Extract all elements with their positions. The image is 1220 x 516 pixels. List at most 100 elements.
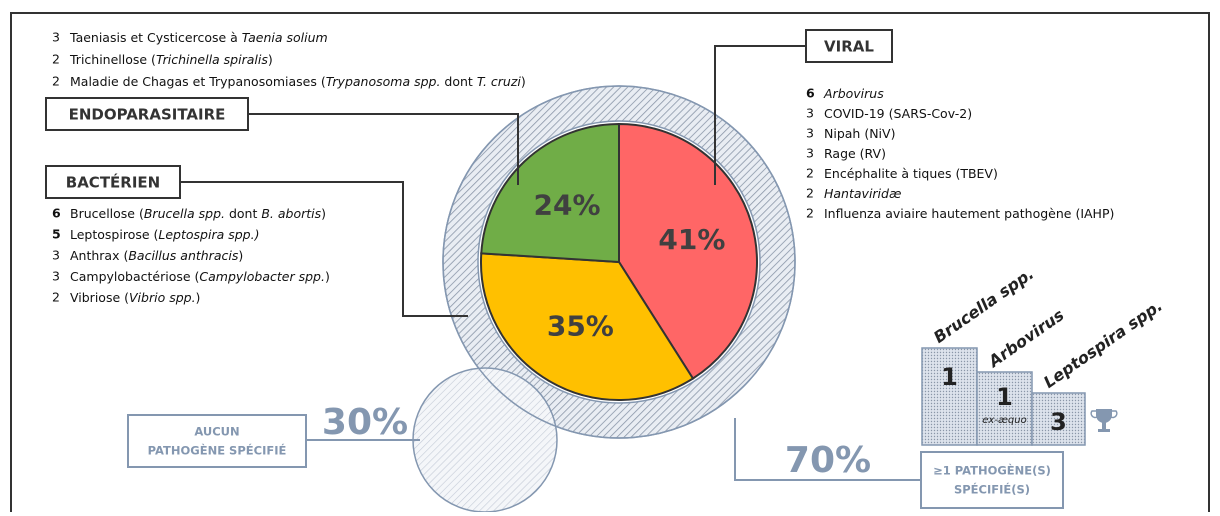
category-label: BACTÉRIEN	[66, 173, 160, 192]
slice-label: 35%	[547, 309, 614, 342]
group-value: 70%	[785, 440, 871, 481]
list-item: Vibriose (Vibrio spp.)	[70, 290, 200, 305]
list-text: )	[521, 74, 526, 89]
list-item: Campylobactériose (Campylobacter spp.)	[70, 269, 330, 284]
list-text: Encéphalite à tiques (TBEV)	[824, 166, 998, 181]
list-item: Influenza aviaire hautement pathogène (I…	[824, 206, 1114, 221]
list-item: Taeniasis et Cysticercose à Taenia soliu…	[69, 30, 328, 45]
list-text: Rage (RV)	[824, 146, 886, 161]
list-text: Taeniasis et Cysticercose à	[69, 30, 242, 45]
list-count: 3	[52, 248, 60, 263]
list-count: 2	[806, 166, 814, 181]
list-text: )	[268, 52, 273, 67]
list-count: 2	[52, 74, 60, 89]
podium-block	[976, 371, 1033, 446]
group-label: AUCUN	[194, 425, 239, 439]
list-count: 3	[806, 106, 814, 121]
list-text: Campylobactériose (	[70, 269, 199, 284]
category-label: ENDOPARASITAIRE	[69, 106, 226, 124]
podium-block	[921, 347, 978, 446]
category-box	[45, 97, 249, 131]
podium-block	[1031, 392, 1086, 446]
list-item: Arbovirus	[823, 86, 884, 101]
podium-rank: 1	[941, 363, 958, 391]
list-text: Bacillus anthracis	[128, 248, 238, 263]
list-text: )	[196, 290, 201, 305]
list-item: Hantaviridæ	[824, 186, 901, 201]
chart-area	[412, 85, 796, 512]
leader-line	[734, 418, 921, 481]
list-text: Brucellose (	[70, 206, 144, 221]
list-item: COVID-19 (SARS-Cov-2)	[824, 106, 972, 121]
list-item: Maladie de Chagas et Trypanosomiases (Tr…	[70, 74, 526, 89]
list-count: 3	[52, 30, 60, 45]
list-item: Leptospirose (Leptospira spp.)	[70, 227, 259, 242]
category-box	[45, 165, 181, 199]
list-text: B. abortis	[261, 206, 321, 221]
list-text: Leptospirose (	[70, 227, 158, 242]
list-item: Encéphalite à tiques (TBEV)	[824, 166, 998, 181]
list-text: Vibrio spp.	[129, 290, 196, 305]
list-text: dont	[440, 74, 476, 89]
list-text: )	[321, 206, 326, 221]
podium-rank: 1	[996, 383, 1013, 411]
list-count: 6	[806, 86, 815, 101]
group-value: 30%	[322, 402, 408, 443]
group-label: SPÉCIFIÉ(S)	[954, 482, 1030, 497]
list-text: Nipah (NiV)	[824, 126, 895, 141]
pie-slice	[480, 122, 620, 264]
list-count: 2	[52, 52, 60, 67]
list-text: Hantaviridæ	[824, 186, 901, 201]
slice-label: 41%	[658, 223, 725, 256]
category-box	[805, 29, 893, 63]
pie-slice	[480, 252, 695, 401]
list-text: )	[325, 269, 330, 284]
frame	[10, 12, 1210, 512]
outer-ring	[442, 85, 796, 439]
list-text: Trichinella spiralis	[156, 52, 268, 67]
group-label: PATHOGÈNE SPÉCIFIÉ	[148, 443, 287, 458]
list-count: 6	[52, 206, 61, 221]
list-text: Influenza aviaire hautement pathogène (I…	[824, 206, 1114, 221]
list-text: Trichinellose (	[69, 52, 156, 67]
list-text: Maladie de Chagas et Trypanosomiases (	[70, 74, 326, 89]
list-count: 3	[806, 126, 814, 141]
category-label: VIRAL	[824, 38, 874, 56]
trophy-icon	[1090, 409, 1118, 432]
list-item: Nipah (NiV)	[824, 126, 895, 141]
list-count: 3	[52, 269, 60, 284]
podium-note: ex-æquo	[982, 415, 1026, 426]
list-text: Arbovirus	[823, 86, 884, 101]
podium-rank: 3	[1050, 408, 1067, 436]
list-text: )	[238, 248, 243, 263]
group-label: ≥1 PATHOGÈNE(S)	[933, 463, 1051, 478]
list-text: COVID-19 (SARS-Cov-2)	[824, 106, 972, 121]
list-item: Brucellose (Brucella spp. dont B. aborti…	[70, 206, 326, 221]
list-text: Taenia solium	[242, 30, 328, 45]
leader-line	[714, 45, 806, 185]
list-text: Vibriose (	[70, 290, 129, 305]
list-item: Rage (RV)	[824, 146, 886, 161]
list-item: Anthrax (Bacillus anthracis)	[70, 248, 243, 263]
list-count: 5	[52, 227, 61, 242]
unspecified-circle	[412, 367, 558, 512]
podium-name: Arbovirus	[983, 305, 1067, 372]
list-text: T. cruzi	[477, 74, 522, 89]
list-text: dont	[225, 206, 261, 221]
list-text: Campylobacter spp.	[199, 269, 325, 284]
list-text: Anthrax (	[70, 248, 128, 263]
group-box	[127, 414, 307, 468]
leader-line	[248, 113, 519, 185]
list-count: 3	[806, 146, 814, 161]
list-item: Trichinellose (Trichinella spiralis)	[69, 52, 273, 67]
list-text: Leptospira spp.)	[158, 227, 259, 242]
group-box	[920, 451, 1064, 509]
list-text: Trypanosoma spp.	[326, 74, 441, 89]
list-text: Brucella spp.	[144, 206, 225, 221]
leader-line	[180, 181, 468, 317]
slice-label: 24%	[534, 189, 601, 222]
list-count: 2	[806, 186, 814, 201]
list-count: 2	[52, 290, 60, 305]
